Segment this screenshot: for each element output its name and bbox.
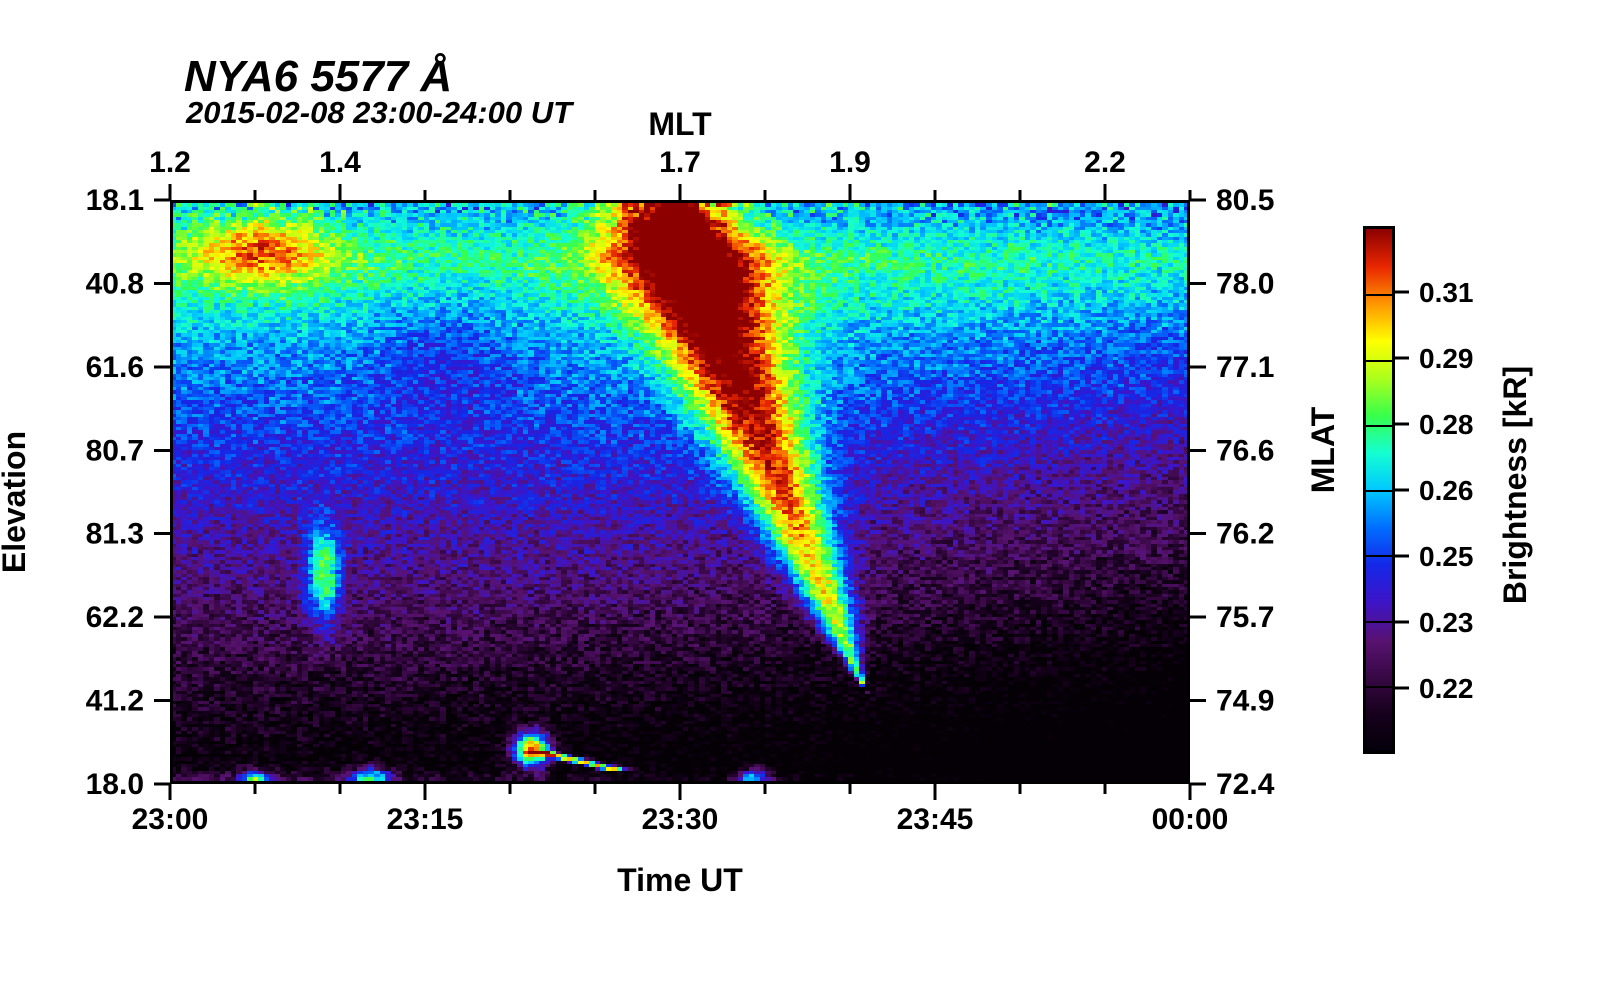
svg-text:18.1: 18.1 [86, 184, 144, 217]
svg-text:0.25: 0.25 [1419, 541, 1474, 572]
svg-text:1.9: 1.9 [829, 146, 871, 179]
svg-text:40.8: 40.8 [86, 267, 144, 300]
svg-text:41.2: 41.2 [86, 685, 144, 718]
svg-text:23:45: 23:45 [897, 803, 974, 836]
svg-text:23:30: 23:30 [642, 803, 719, 836]
svg-text:1.4: 1.4 [319, 146, 361, 179]
svg-text:80.5: 80.5 [1216, 184, 1274, 217]
svg-text:18.0: 18.0 [86, 768, 144, 801]
svg-text:1.2: 1.2 [149, 146, 191, 179]
svg-text:0.23: 0.23 [1419, 607, 1474, 638]
svg-text:0.28: 0.28 [1419, 409, 1474, 440]
svg-text:80.7: 80.7 [86, 434, 144, 467]
svg-text:62.2: 62.2 [86, 601, 144, 634]
svg-text:23:15: 23:15 [387, 803, 464, 836]
svg-text:78.0: 78.0 [1216, 267, 1274, 300]
svg-text:2.2: 2.2 [1084, 146, 1126, 179]
svg-text:77.1: 77.1 [1216, 351, 1274, 384]
svg-text:72.4: 72.4 [1216, 768, 1275, 801]
svg-text:0.26: 0.26 [1419, 475, 1474, 506]
svg-text:61.6: 61.6 [86, 351, 144, 384]
svg-text:74.9: 74.9 [1216, 685, 1274, 718]
svg-text:76.6: 76.6 [1216, 434, 1274, 467]
svg-text:23:00: 23:00 [132, 803, 209, 836]
svg-text:00:00: 00:00 [1152, 803, 1229, 836]
svg-text:76.2: 76.2 [1216, 518, 1274, 551]
svg-text:0.31: 0.31 [1419, 277, 1474, 308]
svg-text:0.29: 0.29 [1419, 343, 1474, 374]
svg-text:81.3: 81.3 [86, 518, 144, 551]
svg-text:75.7: 75.7 [1216, 601, 1274, 634]
svg-text:1.7: 1.7 [659, 146, 701, 179]
svg-text:0.22: 0.22 [1419, 673, 1474, 704]
